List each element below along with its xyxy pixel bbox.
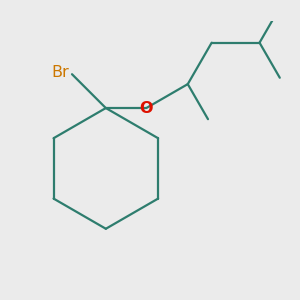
Text: O: O bbox=[140, 100, 153, 116]
Text: Br: Br bbox=[51, 64, 69, 80]
